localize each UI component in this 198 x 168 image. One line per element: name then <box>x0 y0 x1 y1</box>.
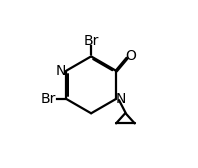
Text: O: O <box>125 49 136 64</box>
Text: Br: Br <box>83 34 99 48</box>
Text: Br: Br <box>41 92 56 106</box>
Text: N: N <box>56 64 67 78</box>
Text: N: N <box>116 92 126 106</box>
